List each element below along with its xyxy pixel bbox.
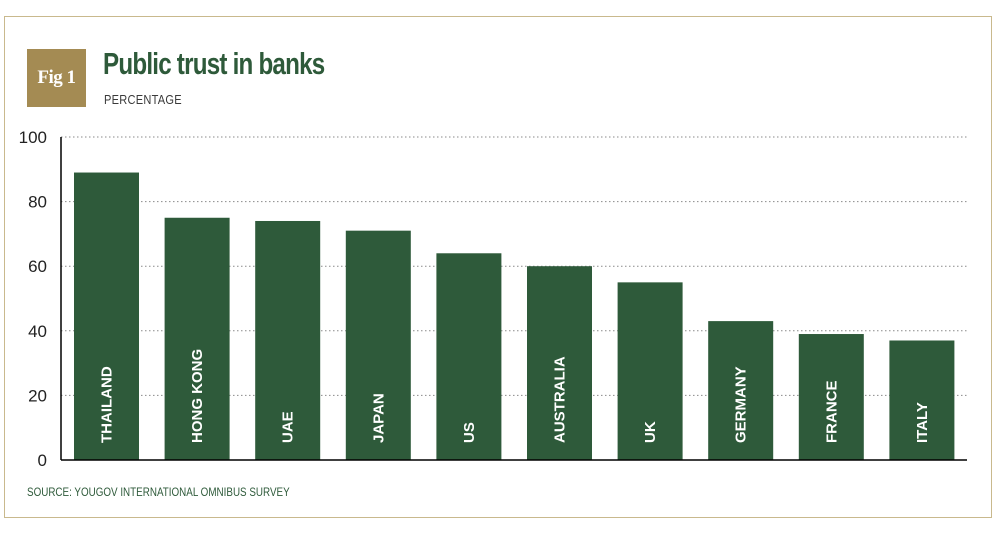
bar [164, 217, 230, 460]
bar-category-label: HONG KONG [189, 349, 206, 443]
y-tick-label: 80 [28, 193, 47, 212]
y-tick-label: 0 [38, 451, 47, 470]
bar-category-label: AUSTRALIA [552, 356, 569, 443]
bar-category-label: GERMANY [733, 366, 750, 443]
chart-subtitle: PERCENTAGE [104, 92, 182, 107]
bar [255, 220, 321, 460]
bar-category-label: US [461, 422, 478, 443]
y-tick-label: 40 [28, 322, 47, 341]
y-tick-label: 100 [19, 128, 47, 147]
bar [527, 266, 592, 460]
bar [345, 230, 411, 460]
figure-badge: Fig 1 [27, 49, 86, 107]
bar-category-label: FRANCE [823, 381, 840, 444]
y-tick-label: 60 [28, 257, 47, 276]
bar [74, 172, 139, 460]
bar [436, 253, 502, 460]
bar [708, 321, 774, 460]
bar [889, 340, 955, 460]
y-tick-label: 20 [28, 386, 47, 405]
source-note: SOURCE: YOUGOV INTERNATIONAL OMNIBUS SUR… [27, 485, 290, 499]
bar-category-label: THAILAND [99, 366, 116, 443]
bar [617, 282, 683, 460]
bar [798, 334, 864, 460]
bar-category-label: JAPAN [370, 393, 387, 443]
bar-category-label: ITALY [914, 402, 931, 443]
bar-category-label: UAE [280, 411, 297, 443]
chart-title: Public trust in banks [103, 46, 325, 81]
bar-category-label: UK [642, 421, 659, 443]
